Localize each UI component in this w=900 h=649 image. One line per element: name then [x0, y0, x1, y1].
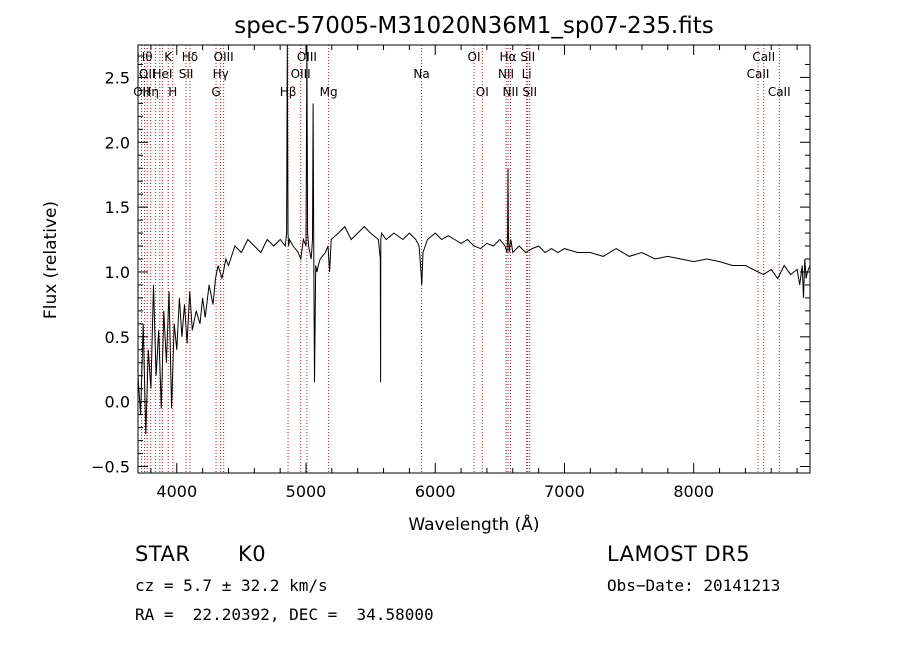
line-marker-label: CaII — [747, 67, 770, 81]
line-marker-label: G — [211, 85, 220, 99]
object-subclass: K0 — [238, 542, 267, 566]
y-tick-label: 0.0 — [105, 393, 130, 412]
redshift-value: cz = 5.7 ± 32.2 km/s — [135, 576, 328, 595]
line-marker-label: OII — [133, 85, 150, 99]
y-tick-label: 2.0 — [105, 133, 130, 152]
line-marker-label: OIII — [214, 50, 234, 64]
coordinates: RA = 22.20392, DEC = 34.58000 — [135, 605, 434, 624]
line-marker-label: SII — [520, 50, 535, 64]
y-axis: −0.5 0.0 0.5 1.0 1.5 2.0 2.5 — [91, 63, 810, 477]
line-marker-label: NII — [503, 85, 519, 99]
line-marker-label: Li — [522, 67, 532, 81]
x-axis-label: Wavelength (Å) — [408, 513, 539, 535]
observation-date: Obs−Date: 20141213 — [607, 576, 781, 595]
line-marker-label: K — [164, 50, 173, 64]
y-axis-label: Flux (relative) — [41, 201, 61, 319]
y-tick-label: 1.0 — [105, 263, 130, 282]
y-tick-label: 0.5 — [105, 328, 130, 347]
y-tick-label: 2.5 — [105, 68, 130, 87]
x-tick-label: 6000 — [415, 482, 456, 501]
line-marker-label: HeI — [152, 67, 172, 81]
x-tick-label: 7000 — [544, 482, 585, 501]
y-tick-label: 1.5 — [105, 198, 130, 217]
spectral-line-markers — [140, 45, 780, 473]
x-axis: 4000 5000 6000 7000 8000 — [150, 45, 798, 501]
line-marker-label: NII — [498, 67, 514, 81]
line-marker-label: Hη — [142, 85, 159, 99]
y-tick-label: −0.5 — [91, 458, 130, 477]
survey-name: LAMOST DR5 — [607, 542, 751, 566]
line-marker-label: H — [168, 85, 177, 99]
line-marker-label: CaII — [752, 50, 775, 64]
line-marker-label: Na — [413, 67, 429, 81]
spectrum-line — [137, 44, 811, 435]
line-marker-label: SII — [179, 67, 194, 81]
line-marker-label: Hδ — [182, 50, 198, 64]
x-tick-label: 5000 — [286, 482, 327, 501]
line-marker-label: OIII — [291, 67, 311, 81]
object-class: STAR — [135, 542, 191, 566]
line-marker-label: SII — [522, 85, 537, 99]
line-marker-label: Hβ — [280, 85, 297, 99]
line-marker-label: Hθ — [136, 50, 152, 64]
x-tick-label: 4000 — [156, 482, 197, 501]
x-tick-label: 8000 — [673, 482, 714, 501]
spectral-line-labels: OIIHθOIIHηHeIKHSIIHδGHγOIIIHβOIIIOIIIMgN… — [133, 50, 790, 99]
line-marker-label: OI — [468, 50, 481, 64]
line-marker-label: Mg — [320, 85, 338, 99]
chart-title: spec-57005-M31020N36M1_sp07-235.fits — [234, 13, 713, 39]
line-marker-label: CaII — [768, 85, 791, 99]
line-marker-label: Hα — [500, 50, 517, 64]
line-marker-label: Hγ — [213, 67, 229, 81]
line-marker-label: OI — [476, 85, 489, 99]
